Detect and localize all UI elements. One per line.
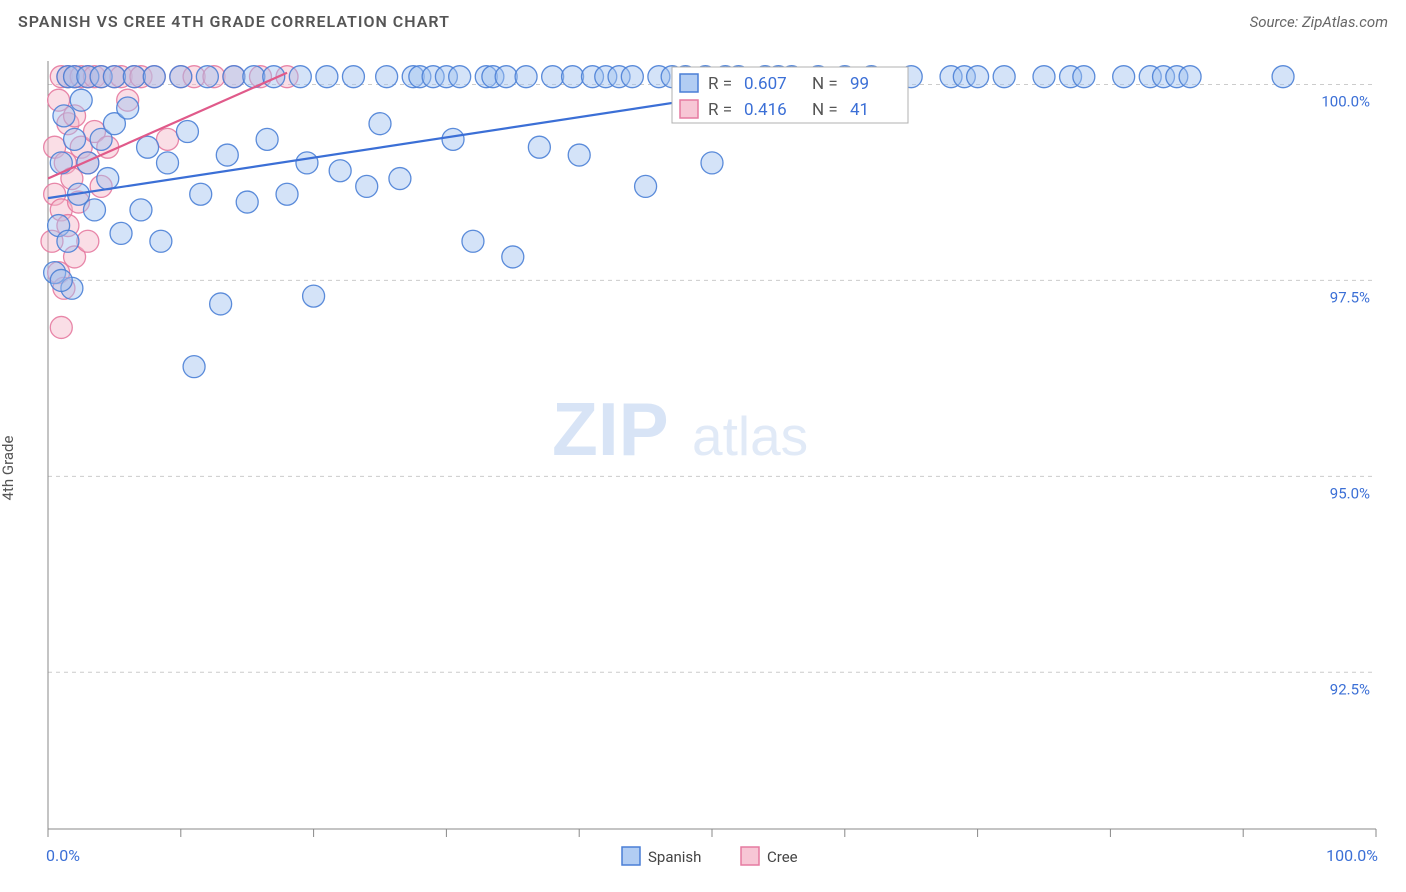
spanish-point (502, 246, 524, 268)
spanish-point (1179, 66, 1201, 88)
cree-point (77, 230, 99, 252)
spanish-point (1073, 66, 1095, 88)
spanish-point (130, 199, 152, 221)
spanish-point (176, 121, 198, 143)
spanish-point (495, 66, 517, 88)
y-axis-label: 4th Grade (0, 436, 17, 501)
spanish-point (190, 183, 212, 205)
stats-n-value: 99 (850, 74, 869, 94)
stats-n-label: N = (812, 100, 838, 120)
spanish-point (329, 160, 351, 182)
spanish-point (993, 66, 1015, 88)
spanish-point (621, 66, 643, 88)
spanish-point (1033, 66, 1055, 88)
spanish-point (342, 66, 364, 88)
spanish-point (462, 230, 484, 252)
cree-point (50, 316, 72, 338)
spanish-point (83, 199, 105, 221)
spanish-point (97, 168, 119, 190)
spanish-point (635, 175, 657, 197)
spanish-point (316, 66, 338, 88)
spanish-point (1272, 66, 1294, 88)
spanish-point (1113, 66, 1135, 88)
spanish-point (210, 293, 232, 315)
spanish-point (77, 152, 99, 174)
spanish-point (515, 66, 537, 88)
stats-r-value: 0.607 (744, 74, 787, 94)
spanish-point (289, 66, 311, 88)
spanish-point (223, 66, 245, 88)
watermark-zip: ZIP (552, 387, 669, 471)
stats-swatch (680, 74, 698, 92)
spanish-point (263, 66, 285, 88)
watermark-atlas: atlas (692, 405, 808, 467)
stats-n-value: 41 (850, 100, 869, 120)
spanish-point (449, 66, 471, 88)
spanish-point (356, 175, 378, 197)
x-max-label: 100.0% (1326, 846, 1378, 865)
spanish-point (53, 105, 75, 127)
spanish-point (276, 183, 298, 205)
spanish-point (967, 66, 989, 88)
stats-n-label: N = (812, 74, 838, 94)
spanish-point (183, 356, 205, 378)
spanish-point (137, 136, 159, 158)
x-min-label: 0.0% (46, 846, 80, 865)
stats-r-label: R = (708, 74, 732, 94)
y-tick-label: 100.0% (1321, 93, 1370, 111)
legend-swatch-cree (741, 847, 759, 865)
y-tick-label: 92.5% (1330, 680, 1370, 698)
stats-r-value: 0.416 (744, 100, 787, 120)
spanish-point (196, 66, 218, 88)
cree-point (157, 128, 179, 150)
spanish-point (528, 136, 550, 158)
spanish-point (369, 113, 391, 135)
stats-r-label: R = (708, 100, 732, 120)
spanish-point (389, 168, 411, 190)
chart-area: 4th Grade 92.5% 95.0% 97.5% 100.0% ZIP atlas 0… (0, 39, 1406, 879)
spanish-point (150, 230, 172, 252)
legend-swatch-spanish (622, 847, 640, 865)
legend-label-cree: Cree (767, 848, 798, 866)
spanish-point (562, 66, 584, 88)
spanish-point (216, 144, 238, 166)
spanish-point (143, 66, 165, 88)
spanish-point (157, 152, 179, 174)
spanish-point (442, 128, 464, 150)
spanish-point (236, 191, 258, 213)
scatter-chart: 92.5% 95.0% 97.5% 100.0% ZIP atlas 0.0% 100.0% R… (0, 39, 1406, 879)
spanish-point (50, 269, 72, 291)
spanish-point (303, 285, 325, 307)
chart-source: Source: ZipAtlas.com (1250, 13, 1388, 31)
spanish-point (110, 222, 132, 244)
legend-label-spanish: Spanish (648, 848, 701, 866)
spanish-point (170, 66, 192, 88)
spanish-point (103, 66, 125, 88)
stats-swatch (680, 100, 698, 118)
y-tick-label: 97.5% (1330, 288, 1370, 306)
spanish-point (64, 128, 86, 150)
spanish-point (568, 144, 590, 166)
spanish-point (701, 152, 723, 174)
spanish-point (123, 66, 145, 88)
spanish-point (296, 152, 318, 174)
spanish-point (117, 97, 139, 119)
spanish-point (256, 128, 278, 150)
spanish-point (70, 89, 92, 111)
spanish-point (50, 152, 72, 174)
chart-title: SPANISH VS CREE 4TH GRADE CORRELATION CH… (18, 12, 450, 31)
spanish-point (542, 66, 564, 88)
y-tick-label: 95.0% (1330, 484, 1370, 502)
chart-header: SPANISH VS CREE 4TH GRADE CORRELATION CH… (0, 0, 1406, 39)
spanish-point (376, 66, 398, 88)
spanish-point (57, 230, 79, 252)
